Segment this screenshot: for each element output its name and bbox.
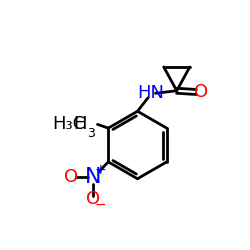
Text: O: O [86,190,100,208]
Text: N: N [85,168,102,188]
Text: HN: HN [137,84,164,102]
Text: O: O [64,168,78,186]
Text: −: − [94,198,106,212]
Text: +: + [95,163,106,177]
Text: H₃C: H₃C [53,116,86,133]
Text: H: H [74,116,87,133]
Text: O: O [194,83,208,101]
Text: 3: 3 [87,128,95,140]
